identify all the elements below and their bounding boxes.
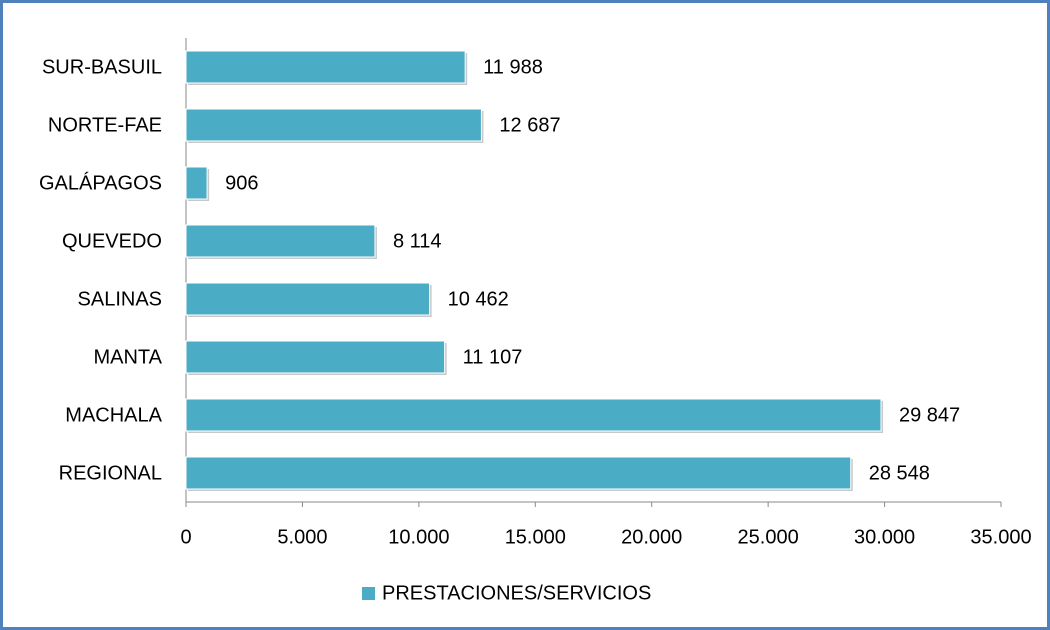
data-label: 29 847 xyxy=(899,404,960,426)
data-label: 11 988 xyxy=(483,56,543,78)
legend-label: PRESTACIONES/SERVICIOS xyxy=(382,582,651,604)
data-label: 28 548 xyxy=(869,462,930,484)
y-tick-label: GALÁPAGOS xyxy=(39,171,162,194)
bar xyxy=(185,340,446,374)
bar xyxy=(185,282,431,316)
bar xyxy=(185,108,482,142)
x-tick-label: 30.000 xyxy=(854,526,915,548)
x-tick-label: 35.000 xyxy=(970,526,1031,548)
bar xyxy=(185,224,376,258)
data-label: 8 114 xyxy=(393,230,442,252)
legend-swatch xyxy=(362,587,375,600)
data-label: 10 462 xyxy=(448,288,509,310)
x-tick-label: 25.000 xyxy=(738,526,799,548)
y-tick-label: SUR-BASUIL xyxy=(42,56,162,78)
y-tick-label: QUEVEDO xyxy=(62,230,162,252)
x-tick-label: 10.000 xyxy=(388,526,449,548)
y-tick-label: MACHALA xyxy=(65,404,162,426)
bar xyxy=(185,398,882,432)
bar xyxy=(185,50,466,84)
x-tick-label: 20.000 xyxy=(621,526,682,548)
bar xyxy=(185,166,208,200)
bar xyxy=(185,456,852,490)
x-tick-label: 0 xyxy=(180,526,191,548)
x-tick-label: 5.000 xyxy=(277,526,327,548)
y-tick-label: NORTE-FAE xyxy=(48,114,162,136)
data-label: 906 xyxy=(225,172,258,194)
x-tick-label: 15.000 xyxy=(505,526,566,548)
data-label: 12 687 xyxy=(499,114,560,136)
y-tick-label: REGIONAL xyxy=(59,462,162,484)
y-tick-label: MANTA xyxy=(93,346,162,368)
data-label: 11 107 xyxy=(463,346,523,368)
y-tick-label: SALINAS xyxy=(78,288,162,310)
